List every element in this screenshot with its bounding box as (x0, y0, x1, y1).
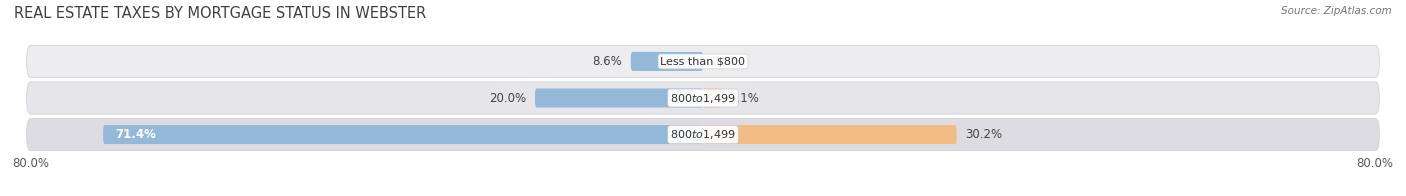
Text: Less than $800: Less than $800 (661, 56, 745, 66)
FancyBboxPatch shape (27, 82, 1379, 114)
Text: 0.0%: 0.0% (711, 55, 741, 68)
FancyBboxPatch shape (103, 125, 703, 144)
Text: $800 to $1,499: $800 to $1,499 (671, 92, 735, 104)
Text: 8.6%: 8.6% (592, 55, 623, 68)
Text: $800 to $1,499: $800 to $1,499 (671, 128, 735, 141)
FancyBboxPatch shape (534, 88, 703, 108)
Text: Source: ZipAtlas.com: Source: ZipAtlas.com (1281, 6, 1392, 16)
Text: 71.4%: 71.4% (115, 128, 156, 141)
Text: 30.2%: 30.2% (965, 128, 1002, 141)
FancyBboxPatch shape (703, 125, 956, 144)
Text: REAL ESTATE TAXES BY MORTGAGE STATUS IN WEBSTER: REAL ESTATE TAXES BY MORTGAGE STATUS IN … (14, 6, 426, 21)
FancyBboxPatch shape (703, 88, 721, 108)
Text: 20.0%: 20.0% (489, 92, 527, 104)
FancyBboxPatch shape (631, 52, 703, 71)
FancyBboxPatch shape (27, 45, 1379, 77)
FancyBboxPatch shape (27, 119, 1379, 151)
Text: 2.1%: 2.1% (730, 92, 759, 104)
